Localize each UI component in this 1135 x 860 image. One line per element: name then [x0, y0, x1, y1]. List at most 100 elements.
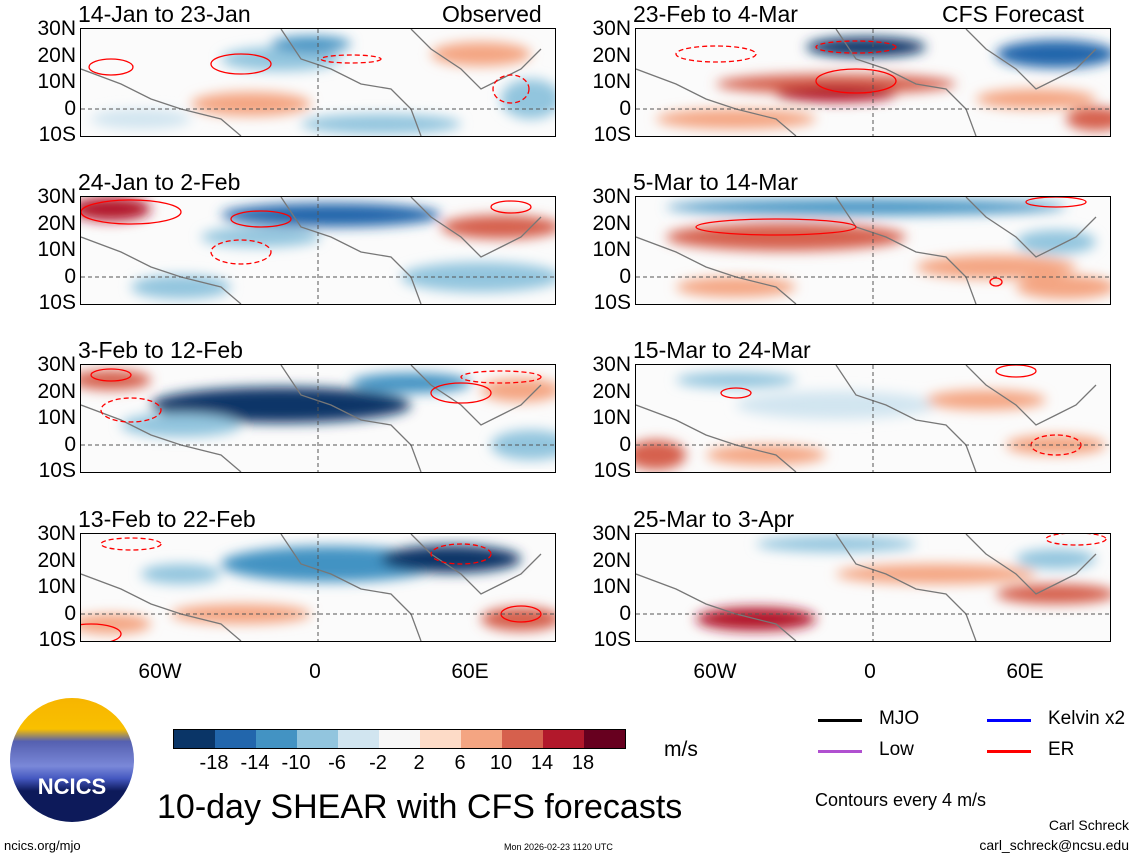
lon-tick-label: 0: [309, 660, 321, 683]
shear-anomaly-region: [676, 372, 796, 388]
er-contour: [815, 40, 897, 54]
map-panel: [80, 533, 556, 642]
map-panel: [635, 196, 1111, 305]
colorbar-swatch: [215, 730, 256, 748]
lat-tick-label: 0: [619, 601, 631, 625]
observed-label: Observed: [442, 1, 542, 27]
shear-anomaly-region: [736, 391, 936, 419]
panel-period-title: 13-Feb to 22-Feb: [78, 506, 256, 532]
shear-anomaly-region: [996, 584, 1110, 604]
lat-tick-label: 20N: [592, 548, 631, 572]
lat-tick-label: 30N: [592, 522, 631, 545]
er-contour: [210, 53, 272, 75]
lon-tick-label: 0: [864, 660, 876, 683]
map-panel: [80, 364, 556, 473]
shear-anomaly-region: [91, 109, 191, 129]
shear-anomaly-region: [636, 440, 686, 470]
map-panel: [635, 533, 1111, 642]
lat-tick-label: 10S: [593, 459, 631, 482]
colorbar-swatch: [297, 730, 338, 748]
shear-anomaly-region: [926, 390, 1046, 410]
legend-label: MJO: [879, 708, 920, 729]
colorbar-swatch: [420, 730, 461, 748]
lat-tick-label: 20N: [37, 379, 76, 403]
colorbar-tick-label: -10: [281, 752, 311, 774]
shear-anomaly-region: [191, 92, 311, 116]
lat-tick-label: 20N: [592, 43, 631, 67]
shear-anomaly-region: [1066, 107, 1110, 131]
lat-tick-label: 10S: [38, 291, 76, 314]
lat-tick-label: 10S: [38, 459, 76, 482]
author-email: carl_schreck@ncsu.edu: [979, 837, 1129, 853]
shear-anomaly-region: [201, 227, 321, 247]
lat-tick-label: 20N: [37, 211, 76, 235]
lat-tick-label: 30N: [592, 185, 631, 208]
shear-anomaly-region: [666, 199, 1066, 215]
shear-anomaly-region: [401, 262, 555, 292]
colorbar-swatch: [502, 730, 543, 748]
colorbar-swatch: [379, 730, 420, 748]
lat-tick-label: 0: [64, 601, 76, 625]
lat-tick-label: 20N: [592, 211, 631, 235]
shear-anomaly-region: [221, 47, 341, 71]
lat-tick-label: 10N: [592, 406, 631, 429]
er-contour: [675, 45, 757, 63]
lat-tick-label: 0: [64, 264, 76, 288]
er-contour: [88, 58, 134, 76]
colorbar-swatch: [338, 730, 379, 748]
units-label: m/s: [664, 738, 698, 761]
shear-anomaly-region: [1016, 230, 1096, 254]
lat-tick-label: 20N: [37, 548, 76, 572]
lat-tick-label: 0: [619, 96, 631, 120]
lat-tick-label: 10N: [37, 70, 76, 93]
shear-anomaly-region: [271, 36, 351, 52]
shear-anomaly-region: [141, 564, 221, 584]
panel-period-title: 5-Mar to 14-Mar: [633, 169, 798, 195]
shear-anomaly-region: [666, 223, 906, 251]
legend-label: Low: [879, 739, 914, 760]
shear-anomaly-region: [301, 114, 461, 134]
lat-tick-label: 10N: [592, 238, 631, 261]
er-contour: [230, 210, 292, 228]
shear-anomaly-region: [481, 607, 555, 631]
shear-anomaly-region: [916, 255, 1076, 279]
er-contour: [460, 370, 542, 384]
shear-anomaly-region: [441, 215, 555, 239]
lat-tick-label: 20N: [592, 379, 631, 403]
colorbar-tick-label: -6: [328, 752, 346, 774]
lat-tick-label: 10N: [37, 575, 76, 598]
colorbar-swatch: [584, 730, 625, 748]
er-contour: [100, 537, 162, 551]
shear-anomaly-region: [806, 37, 926, 57]
lat-tick-label: 10S: [593, 291, 631, 314]
er-contour: [695, 218, 857, 236]
map-panel: [80, 196, 556, 305]
panel-period-title: 25-Mar to 3-Apr: [633, 506, 795, 532]
colorbar-tick-label: 10: [489, 752, 513, 774]
colorbar-tick-label: 6: [454, 752, 466, 774]
shear-anomaly-region: [131, 275, 231, 299]
shear-anomaly-region: [776, 86, 896, 102]
panel-period-title: 3-Feb to 12-Feb: [78, 337, 243, 363]
timestamp: Mon 2026-02-23 1120 UTC: [504, 842, 613, 852]
lat-tick-label: 0: [64, 96, 76, 120]
lat-tick-label: 30N: [37, 522, 76, 545]
lon-tick-label: 60W: [693, 660, 737, 683]
legend-label: ER: [1048, 739, 1075, 760]
panel-period-title: 24-Jan to 2-Feb: [78, 169, 241, 195]
shear-anomaly-region: [756, 536, 916, 552]
ncics-logo: NCICS: [10, 698, 134, 822]
shear-anomaly-region: [151, 387, 411, 423]
colorbar-tick-label: 18: [571, 752, 595, 774]
er-contour: [90, 368, 132, 382]
er-contour: [815, 68, 897, 94]
lat-tick-label: 30N: [37, 17, 76, 40]
legend-line-kelvin-x2: [987, 719, 1031, 722]
lat-tick-label: 10S: [593, 628, 631, 651]
map-panel: [80, 28, 556, 137]
map-panel: [635, 364, 1111, 473]
lat-tick-label: 30N: [592, 353, 631, 376]
shear-anomaly-region: [81, 370, 151, 390]
panel-period-title: 23-Feb to 4-Mar: [633, 1, 798, 27]
colorbar-swatch: [174, 730, 215, 748]
